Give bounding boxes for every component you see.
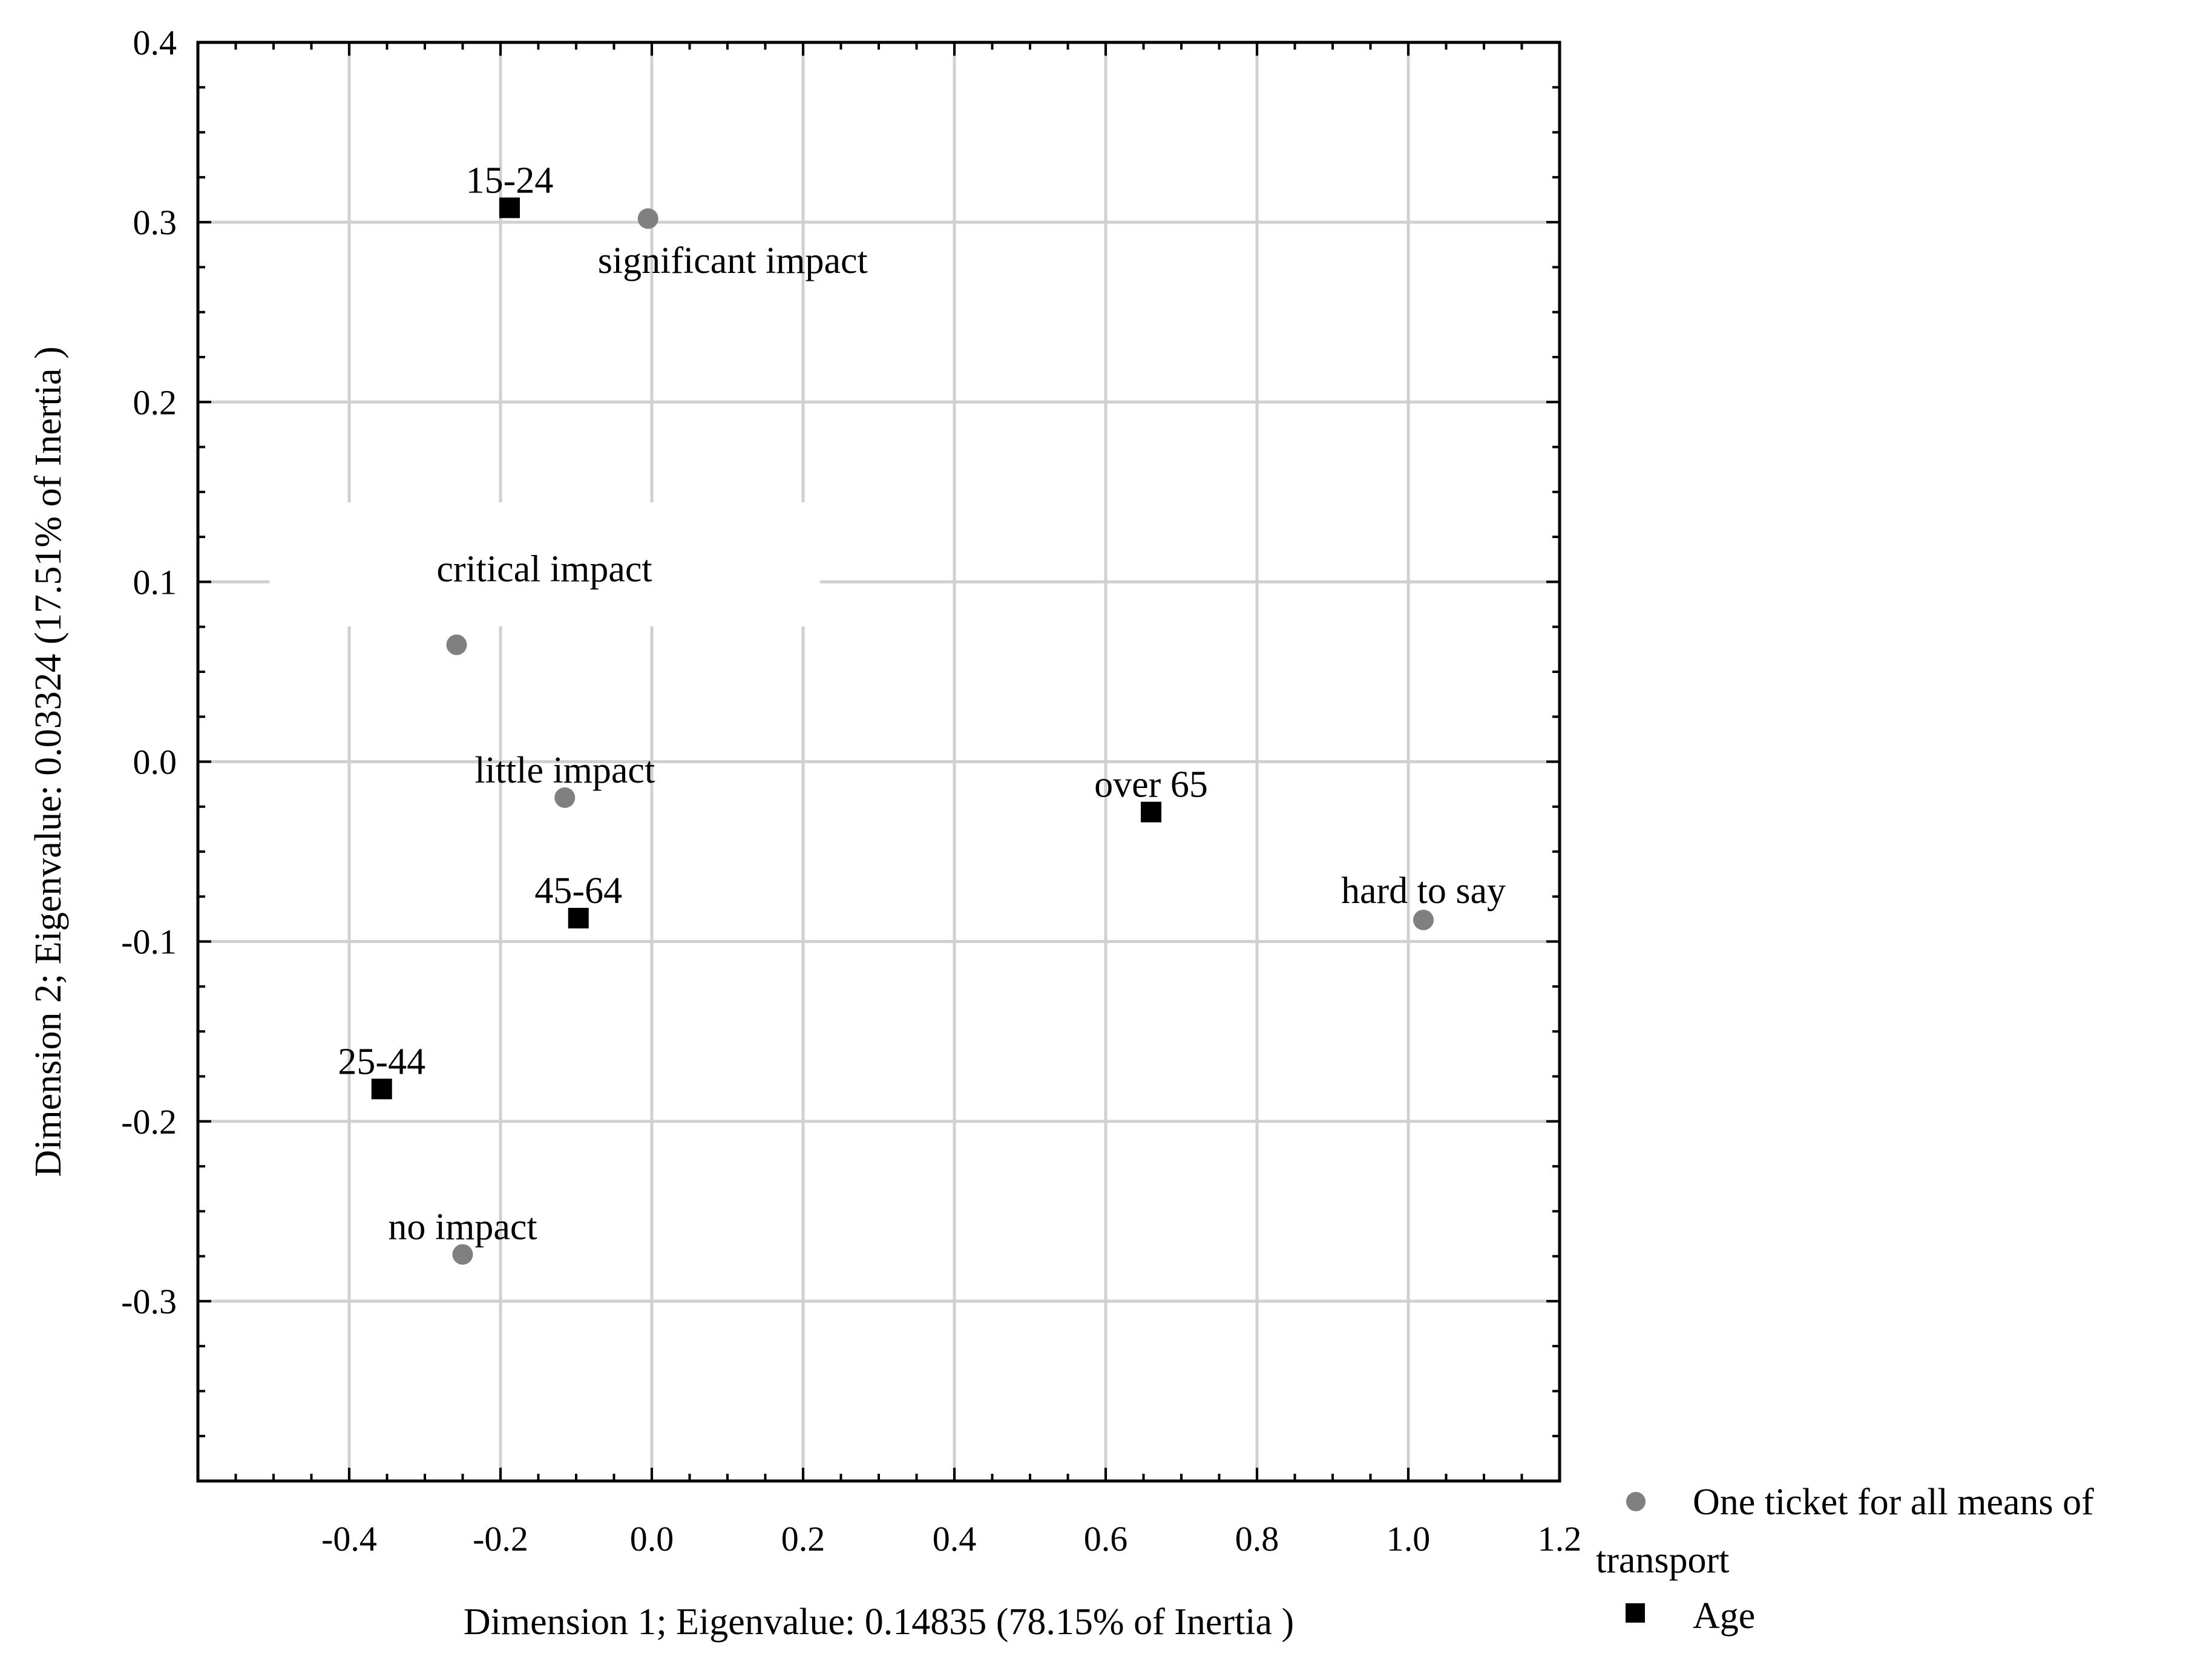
x-tick-label: 0.6 — [1084, 1519, 1128, 1558]
point-label-15-24: 15-24 — [466, 160, 554, 201]
y-tick-label: 0.2 — [133, 383, 177, 422]
legend-label-series-2: Age — [1693, 1595, 1755, 1637]
point-little-impact — [554, 787, 576, 808]
y-tick-label: -0.2 — [121, 1102, 177, 1141]
y-tick-label: 0.4 — [133, 23, 177, 62]
point-significant-impact — [637, 208, 658, 229]
point-label-25-44: 25-44 — [338, 1041, 425, 1082]
y-tick-label: -0.1 — [121, 922, 177, 962]
y-tick-label: -0.3 — [121, 1282, 177, 1321]
y-tick-label: 0.1 — [133, 562, 177, 602]
point-15-24 — [499, 197, 520, 218]
point-critical-impact — [446, 634, 467, 655]
legend-marker-square — [1626, 1603, 1645, 1623]
legend-label-series-1: One ticket for all means of transport — [1596, 1482, 2094, 1581]
x-tick-label: -0.4 — [321, 1519, 377, 1558]
point-label-significant-impact: significant impact — [598, 240, 868, 281]
point-45-64 — [568, 907, 589, 928]
point-label-no-impact: no impact — [388, 1207, 537, 1248]
point-label-critical-impact: critical impact — [436, 548, 652, 589]
x-tick-label: 0.4 — [933, 1519, 977, 1558]
y-tick-label: 0.0 — [133, 743, 177, 782]
legend-marker-circle — [1626, 1492, 1646, 1511]
x-axis-title: Dimension 1; Eigenvalue: 0.14835 (78.15%… — [464, 1601, 1294, 1643]
point-no-impact — [452, 1244, 473, 1265]
point-hard-to-say — [1413, 909, 1434, 930]
x-tick-label: 1.0 — [1387, 1519, 1431, 1558]
x-tick-label: 0.8 — [1235, 1519, 1279, 1558]
point-label-little-impact: little impact — [474, 750, 655, 791]
y-tick-label: 0.3 — [133, 203, 177, 242]
x-tick-label: -0.2 — [473, 1519, 528, 1558]
plot-frame — [196, 41, 1561, 1483]
point-label-hard-to-say: hard to say — [1341, 870, 1506, 911]
x-tick-label: 0.2 — [781, 1519, 825, 1558]
point-label-over-65: over 65 — [1094, 764, 1208, 806]
point-label-45-64: 45-64 — [534, 870, 622, 911]
x-tick-label: 0.0 — [630, 1519, 674, 1558]
x-tick-label: 1.2 — [1538, 1519, 1582, 1558]
y-axis-title: Dimension 2; Eigenvalue: 0.03324 (17.51%… — [28, 346, 69, 1177]
point-25-44 — [371, 1079, 392, 1100]
point-over-65 — [1141, 801, 1161, 823]
label-background-patch — [269, 502, 820, 626]
